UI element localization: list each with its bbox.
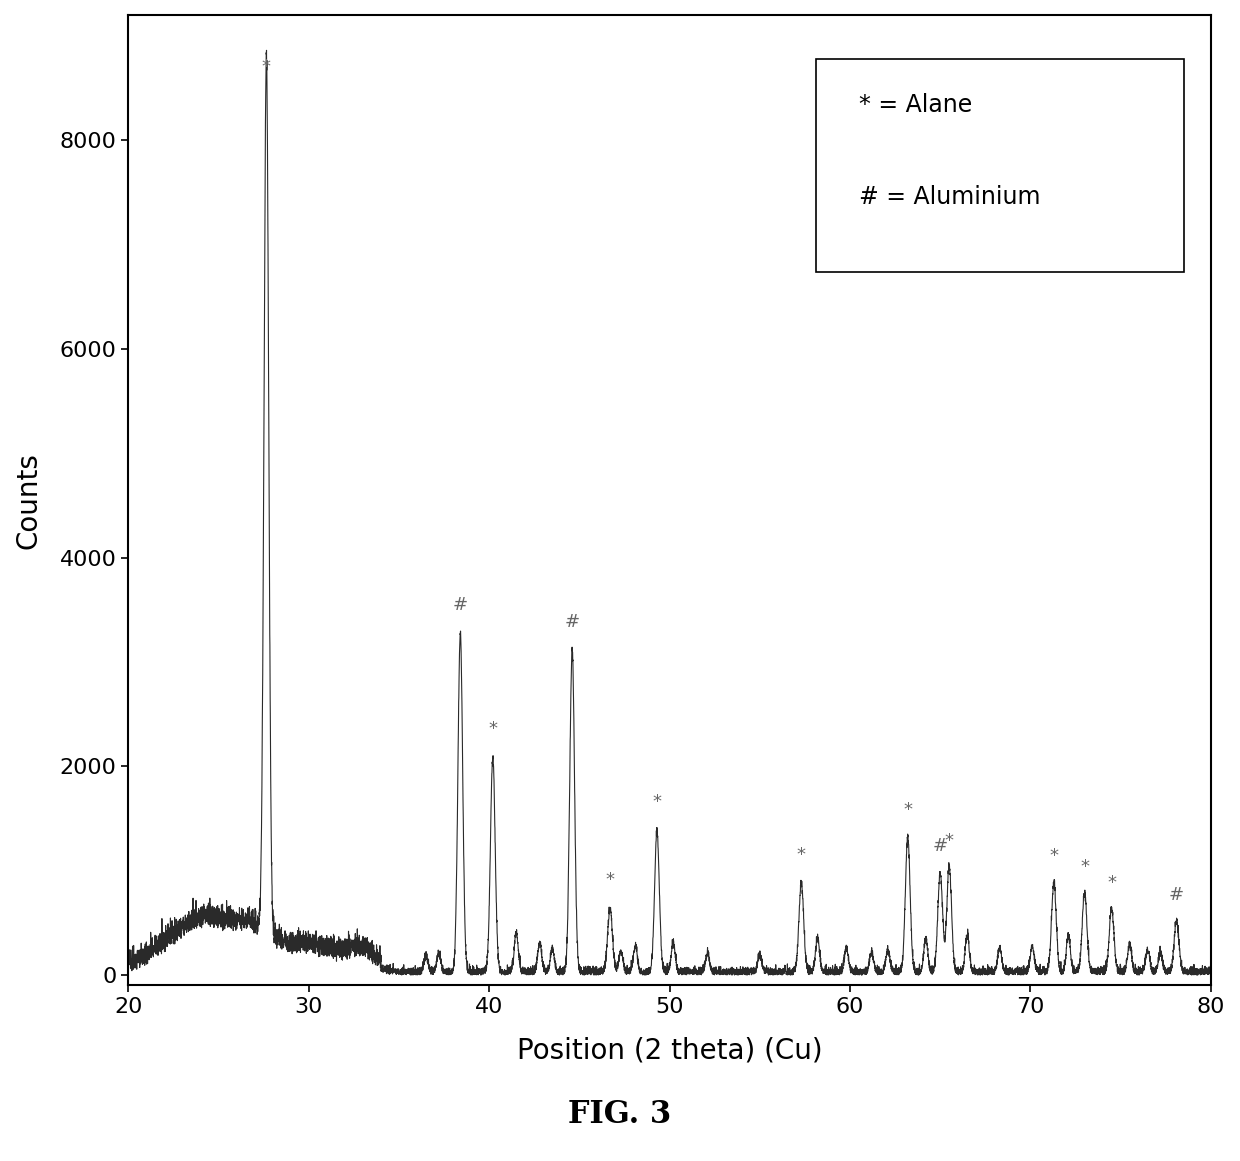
Text: *: * [945, 831, 954, 850]
Text: *: * [652, 793, 661, 812]
Text: #: # [453, 596, 467, 614]
Y-axis label: Counts: Counts [15, 452, 43, 549]
X-axis label: Position (2 theta) (Cu): Position (2 theta) (Cu) [517, 1037, 822, 1065]
Text: * = Alane: * = Alane [859, 93, 972, 116]
Text: *: * [605, 872, 615, 889]
Text: # = Aluminium: # = Aluminium [859, 185, 1040, 209]
Text: *: * [797, 846, 806, 865]
Text: *: * [1107, 873, 1116, 892]
Text: *: * [262, 58, 270, 75]
Text: *: * [489, 720, 497, 738]
Text: #: # [932, 837, 947, 854]
Text: #: # [1169, 886, 1184, 904]
Text: #: # [564, 613, 580, 630]
Text: *: * [903, 801, 913, 819]
Text: *: * [1049, 848, 1059, 865]
FancyBboxPatch shape [816, 59, 1184, 272]
Text: *: * [1080, 858, 1089, 875]
Text: FIG. 3: FIG. 3 [568, 1099, 672, 1130]
